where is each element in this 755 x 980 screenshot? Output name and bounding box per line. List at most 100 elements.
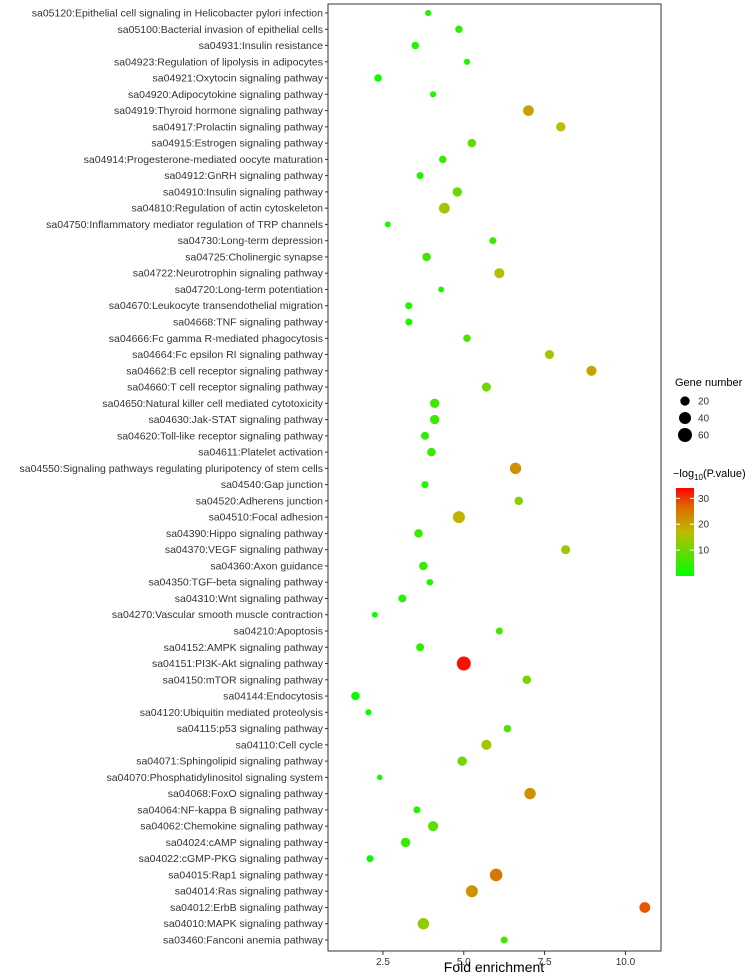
y-tick-label: sa04110:Cell cycle [236,739,324,751]
data-point [494,268,505,279]
data-point [463,334,471,343]
x-tick-label: 5.0 [457,957,471,968]
data-point [426,578,434,586]
data-point [639,902,651,913]
data-point [416,643,425,652]
data-point [374,74,382,82]
y-tick-label: sa04064:NF-kappa B signaling pathway [137,804,323,816]
size-legend-dot [678,428,692,442]
data-point [413,806,421,814]
y-tick-label: sa04650:Natural killer cell mediated cyt… [102,398,323,410]
y-tick-label: sa04550:Signaling pathways regulating pl… [19,463,323,475]
data-point [465,885,478,898]
y-tick-label: sa04510:Focal adhesion [209,512,324,524]
data-point [586,365,597,376]
data-point [365,709,372,716]
data-point [556,122,566,132]
y-tick-label: sa03460:Fanconi anemia pathway [163,935,324,947]
x-axis: 2.5 5.0 7.5 10.0 [376,951,636,968]
color-bar [676,488,694,576]
data-point [398,594,407,603]
y-tick-label: sa04668:TNF signaling pathway [173,317,324,329]
x-tick-label: 10.0 [616,957,636,968]
y-tick-label: sa05100:Bacterial invasion of epithelial… [118,24,323,36]
data-point [455,25,463,34]
data-point [411,41,420,50]
y-tick-label: sa04920:Adipocytokine signaling pathway [128,89,324,101]
y-tick-label: sa04810:Regulation of actin cytoskeleton [132,203,324,215]
y-tick-label: sa04144:Endocytosis [223,691,323,703]
y-tick-label: sa04915:Estrogen signaling pathway [151,138,323,150]
color-legend-label: 20 [698,520,710,531]
y-tick-label: sa04919:Thyroid hormone signaling pathwa… [114,105,324,117]
data-point [524,787,536,800]
data-point [351,691,360,701]
y-tick-label: sa04722:Neurotrophin signaling pathway [133,268,324,280]
data-point [366,855,374,863]
data-point [481,382,491,392]
plot-panel [327,3,662,952]
y-tick-label: sa04360:Axon guidance [210,560,323,572]
y-tick-label: sa04666:Fc gamma R-mediated phagocytosis [109,333,323,345]
y-axis-ticks [325,12,328,941]
data-point [428,821,439,832]
data-point [503,724,512,733]
color-legend-label: 10 [698,546,710,557]
data-point [514,496,523,506]
y-axis-labels: sa05120:Epithelial cell signaling in Hel… [19,8,323,947]
size-legend: Gene number 20 40 60 [675,377,743,442]
y-tick-label: sa04370:VEGF signaling pathway [165,544,324,556]
y-tick-label: sa04152:AMPK signaling pathway [164,642,324,654]
size-legend-dot [679,412,691,424]
y-tick-label: sa05120:Epithelial cell signaling in Hel… [32,8,323,20]
data-point [439,155,447,164]
data-point [416,172,424,180]
data-point [430,414,440,425]
data-point [523,105,534,116]
data-point [400,837,411,848]
y-tick-label: sa04310:Wnt signaling pathway [175,593,324,605]
data-point [414,529,423,538]
size-legend-dot [680,396,690,406]
data-point [456,656,471,671]
y-tick-label: sa04730:Long-term depression [178,235,324,247]
data-point [421,481,429,489]
y-tick-label: sa04350:TGF-beta signaling pathway [148,577,323,589]
data-point [384,221,391,228]
color-legend-title: −log10(P.value) [673,468,746,482]
y-tick-label: sa04660:T cell receptor signaling pathwa… [127,382,324,394]
data-point [427,447,436,457]
y-tick-label: sa04520:Adherens junction [196,495,323,507]
data-points [351,9,651,944]
y-tick-label: sa04917:Prolactin signaling pathway [153,121,324,133]
data-point [405,302,413,310]
data-point [417,918,430,930]
x-tick-label: 2.5 [376,957,390,968]
y-tick-label: sa04630:Jak-STAT signaling pathway [148,414,323,426]
data-point [430,398,440,408]
size-legend-label: 20 [698,397,710,408]
y-tick-label: sa04540:Gap junction [221,479,323,491]
y-tick-label: sa04923:Regulation of lipolysis in adipo… [114,56,323,68]
y-tick-label: sa04914:Progesterone-mediated oocyte mat… [84,154,323,166]
color-legend-label: 30 [698,494,710,505]
y-tick-label: sa04120:Ubiquitin mediated proteolysis [140,707,323,719]
y-tick-label: sa04062:Chemokine signaling pathway [140,821,323,833]
data-point [509,462,522,475]
x-axis-title: Fold enrichment [444,959,544,975]
y-tick-label: sa04912:GnRH signaling pathway [164,170,324,182]
data-point [438,202,450,214]
y-tick-label: sa04611:Platelet activation [198,447,323,459]
data-point [489,237,497,245]
data-point [467,138,477,148]
data-point [500,936,508,944]
y-tick-label: sa04115:p53 signaling pathway [177,723,324,735]
data-point [489,868,503,882]
data-point [371,611,378,618]
y-tick-label: sa04150:mTOR signaling pathway [163,674,324,686]
data-point [405,318,413,326]
y-tick-label: sa04151:PI3K-Akt signaling pathway [152,658,324,670]
data-point [425,9,432,17]
y-tick-label: sa04750:Inflammatory mediator regulation… [46,219,323,231]
